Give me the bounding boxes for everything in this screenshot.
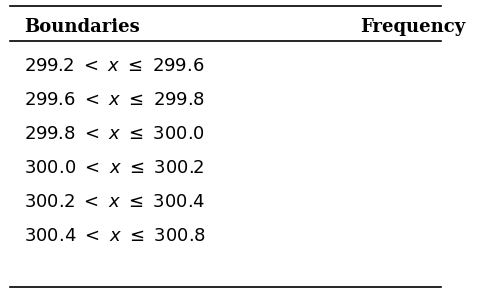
Text: $299.2\ <\ x\ \leq\ 299.6$: $299.2\ <\ x\ \leq\ 299.6$: [24, 57, 204, 75]
Text: $299.6\ <\ x\ \leq\ 299.8$: $299.6\ <\ x\ \leq\ 299.8$: [24, 91, 204, 109]
Text: Boundaries: Boundaries: [24, 18, 140, 36]
Text: Frequency: Frequency: [361, 18, 466, 36]
Text: $300.2\ <\ x\ \leq\ 300.4$: $300.2\ <\ x\ \leq\ 300.4$: [24, 193, 205, 211]
Text: $300.0\ <\ x\ \leq\ 300.2$: $300.0\ <\ x\ \leq\ 300.2$: [24, 159, 204, 177]
Text: $299.8\ <\ x\ \leq\ 300.0$: $299.8\ <\ x\ \leq\ 300.0$: [24, 125, 205, 143]
Text: $300.4\ <\ x\ \leq\ 300.8$: $300.4\ <\ x\ \leq\ 300.8$: [24, 227, 205, 245]
